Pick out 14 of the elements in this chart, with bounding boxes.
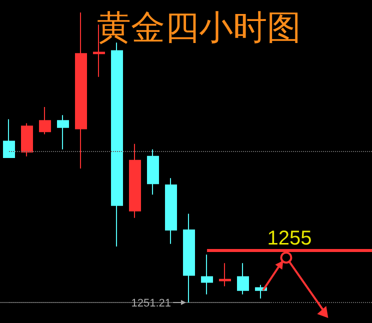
candlestick	[3, 118, 15, 158]
candlestick	[201, 254, 213, 295]
annotation: 1255	[267, 228, 312, 250]
candlestick	[219, 262, 231, 287]
chart-title: 黄金四小时图	[97, 8, 301, 48]
candlestick	[57, 114, 69, 150]
annotation: 1251.21	[131, 298, 171, 310]
candlestick	[147, 148, 159, 196]
candlestick	[21, 122, 33, 157]
candlestick	[75, 12, 87, 170]
candlestick	[129, 143, 141, 218]
candlestick	[237, 262, 249, 295]
candlestick	[165, 178, 177, 244]
candlestick	[39, 106, 51, 135]
